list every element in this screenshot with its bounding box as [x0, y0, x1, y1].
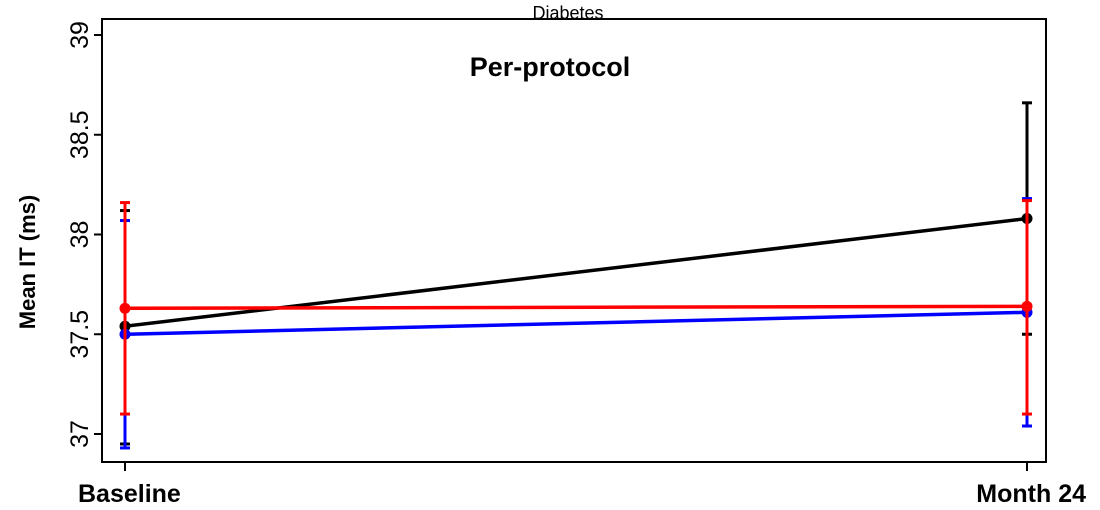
x-tick-label: Baseline	[78, 480, 181, 508]
y-tick-label: 38	[66, 221, 94, 249]
series-0	[119, 101, 1033, 446]
series-line	[124, 216, 1028, 329]
data-point	[1021, 300, 1033, 312]
y-tick-label: 38.5	[66, 110, 94, 159]
y-tick-label: 39	[66, 21, 94, 49]
series-line	[124, 310, 1028, 336]
plot-frame	[101, 18, 1047, 463]
series-line	[124, 304, 1028, 311]
series-layer	[119, 101, 1033, 450]
y-tick-label: 37	[66, 420, 94, 448]
y-axis-label: Mean IT (ms)	[15, 195, 40, 329]
data-point	[119, 302, 131, 314]
chart-subtitle: Per-protocol	[470, 52, 631, 82]
axes: 37 37.5 38 38.5 39 Baseline Month 24	[66, 21, 1086, 508]
y-tick-label: 37.5	[66, 310, 94, 359]
series-2	[119, 199, 1033, 416]
x-tick-label: Month 24	[976, 480, 1086, 508]
